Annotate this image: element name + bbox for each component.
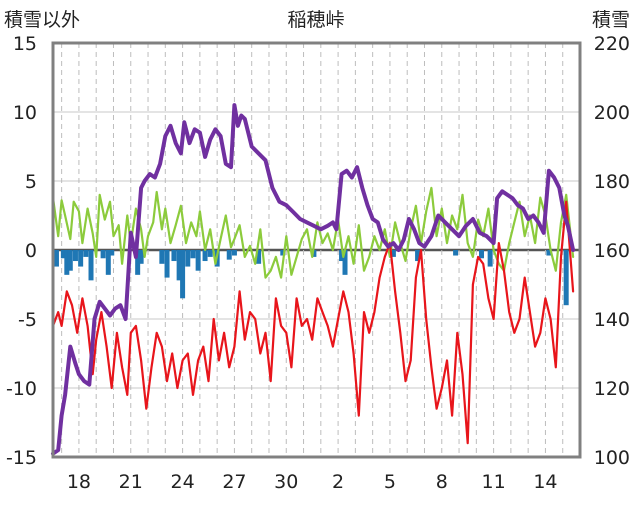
left-tick-label-4: -5 bbox=[18, 309, 37, 331]
precipitation-bar bbox=[83, 250, 89, 257]
precipitation-bar bbox=[342, 250, 348, 275]
temperature-max-line bbox=[51, 186, 575, 279]
precipitation-bar bbox=[88, 250, 94, 281]
left-tick-label-6: -15 bbox=[6, 447, 37, 469]
precipitation-bar bbox=[109, 250, 115, 256]
precipitation-bar bbox=[226, 250, 232, 260]
precipitation-bar bbox=[546, 250, 552, 256]
precipitation-bar bbox=[72, 250, 78, 262]
precipitation-bar bbox=[180, 250, 186, 299]
x-tick-label-6: 5 bbox=[384, 471, 396, 493]
left-tick-label-3: 0 bbox=[25, 240, 37, 262]
precipitation-bar bbox=[453, 250, 459, 256]
precipitation-bar bbox=[135, 250, 141, 275]
precipitation-bar bbox=[164, 250, 170, 278]
precipitation-bar bbox=[311, 250, 317, 257]
axis-ticks: 15 10 5 0 -5 -10 -15 220 200 180 160 140 120 100 18 21 2… bbox=[6, 33, 630, 493]
left-tick-label-0: 15 bbox=[13, 33, 37, 55]
precipitation-bar bbox=[100, 250, 106, 259]
precipitation-bar bbox=[171, 250, 177, 262]
snow-depth-line bbox=[51, 103, 576, 456]
right-tick-label-2: 180 bbox=[594, 171, 630, 193]
right-tick-label-6: 100 bbox=[594, 447, 630, 469]
left-axis-label: 積雪以外 bbox=[4, 9, 80, 31]
x-tick-label-3: 27 bbox=[222, 471, 246, 493]
precipitation-bar bbox=[105, 250, 111, 275]
x-tick-label-9: 14 bbox=[533, 471, 557, 493]
precipitation-bar bbox=[53, 250, 59, 267]
precipitation-bar bbox=[185, 250, 191, 267]
precipitation-bar bbox=[415, 250, 421, 262]
precipitation-bar bbox=[64, 250, 70, 275]
left-tick-label-1: 10 bbox=[13, 102, 37, 124]
precipitation-bar bbox=[479, 250, 485, 259]
precipitation-bar bbox=[67, 250, 73, 271]
x-tick-label-7: 8 bbox=[436, 471, 448, 493]
precipitation-bar bbox=[138, 250, 144, 264]
precipitation-bar bbox=[159, 250, 165, 264]
x-tick-label-1: 21 bbox=[119, 471, 143, 493]
chart-title: 稲穂峠 bbox=[287, 9, 344, 31]
precipitation-bar bbox=[60, 250, 66, 259]
right-axis-label: 積雪 bbox=[592, 9, 630, 31]
precipitation-bar bbox=[202, 250, 208, 262]
plot-area-frame bbox=[51, 41, 582, 459]
precipitation-bar bbox=[195, 250, 201, 271]
right-tick-label-4: 140 bbox=[594, 309, 630, 331]
precipitation-bar bbox=[256, 250, 262, 264]
precipitation-bar bbox=[78, 250, 84, 267]
temperature-min-line bbox=[51, 200, 575, 445]
precipitation-bar bbox=[390, 250, 396, 257]
precipitation-bar bbox=[190, 250, 196, 259]
series-lines bbox=[51, 103, 576, 456]
right-tick-label-3: 160 bbox=[594, 240, 630, 262]
precipitation-bar bbox=[563, 250, 569, 306]
x-tick-label-5: 2 bbox=[332, 471, 344, 493]
left-tick-label-2: 5 bbox=[25, 171, 37, 193]
precipitation-bar bbox=[487, 250, 493, 267]
left-tick-label-5: -10 bbox=[6, 378, 37, 400]
right-tick-label-1: 200 bbox=[594, 102, 630, 124]
x-tick-label-2: 24 bbox=[170, 471, 194, 493]
precipitation-bar bbox=[339, 250, 345, 262]
x-tick-label-0: 18 bbox=[67, 471, 91, 493]
x-tick-label-8: 11 bbox=[482, 471, 506, 493]
x-tick-label-4: 30 bbox=[274, 471, 298, 493]
right-tick-label-0: 220 bbox=[594, 33, 630, 55]
right-tick-label-5: 120 bbox=[594, 378, 630, 400]
precipitation-bar bbox=[176, 250, 182, 281]
precipitation-bar bbox=[207, 250, 213, 257]
precipitation-bar bbox=[280, 250, 286, 256]
precipitation-bar bbox=[231, 250, 237, 256]
precipitation-bars bbox=[53, 250, 569, 306]
